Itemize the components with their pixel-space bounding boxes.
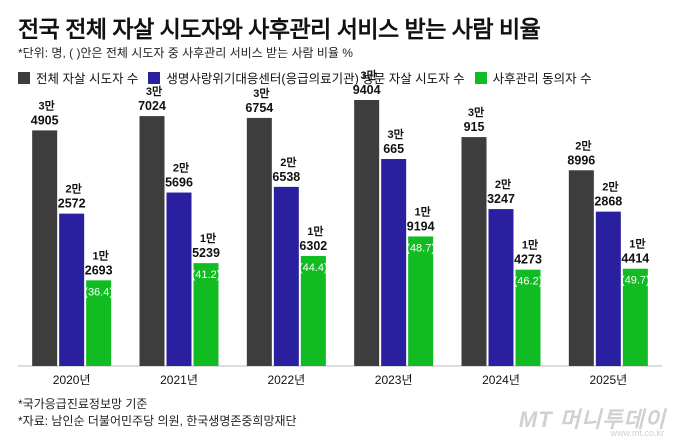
data-label-unit-1-0: 2만 (66, 182, 82, 196)
legend-swatch-total (18, 71, 30, 84)
data-label-percent-5: (49.7) (621, 275, 650, 287)
data-label-value-0-5: 8996 (567, 153, 595, 167)
data-label-percent-3: (48.7) (406, 242, 435, 254)
bar-2-2 (300, 255, 326, 366)
data-label-value-1-2: 6538 (272, 170, 300, 184)
watermark-logo: MT 머니투데이 (518, 407, 666, 432)
x-tick-label-5: 2025년 (589, 373, 627, 387)
bar-2-1 (193, 263, 219, 366)
bar-2-3 (408, 236, 434, 366)
data-label-unit-2-3: 1만 (415, 204, 431, 218)
data-label-unit-1-3: 3만 (388, 127, 404, 141)
x-tick-label-4: 2024년 (482, 373, 520, 387)
legend-label-center: 생명사랑위기대응센터(응급의료기관) 방문 자살 시도자 수 (166, 72, 465, 86)
data-label-value-1-5: 2868 (594, 195, 622, 209)
legend-label-total: 전체 자살 시도자 수 (36, 72, 139, 86)
data-label-value-2-2: 6302 (299, 239, 327, 253)
footnote-source: *자료: 남인순 더불어민주당 의원, 한국생명존중희망재단 (18, 414, 297, 428)
bar-1-2 (273, 186, 299, 366)
data-label-value-0-4: 915 (464, 120, 485, 134)
data-label-value-2-1: 5239 (192, 246, 220, 260)
bar-0-2 (246, 117, 272, 367)
x-tick-label-1: 2021년 (160, 373, 198, 387)
data-label-unit-2-5: 1만 (629, 237, 645, 251)
data-label-unit-1-5: 2만 (602, 180, 618, 194)
data-label-value-0-0: 4905 (31, 113, 59, 127)
data-label-unit-1-2: 2만 (280, 155, 296, 169)
data-label-unit-2-4: 1만 (522, 238, 538, 252)
chart-legend: 전체 자살 시도자 수 생명사랑위기대응센터(응급의료기관) 방문 자살 시도자… (18, 68, 602, 87)
data-label-unit-0-4: 3만 (468, 105, 484, 119)
data-label-unit-2-2: 1만 (307, 224, 323, 238)
data-label-unit-1-4: 2만 (495, 177, 511, 191)
data-label-unit-0-1: 3만 (146, 84, 162, 98)
bar-2-5 (622, 268, 648, 366)
data-label-value-2-5: 4414 (621, 252, 649, 266)
data-label-value-1-0: 2572 (58, 197, 86, 211)
bar-0-3 (354, 100, 380, 366)
bar-0-5 (568, 170, 594, 366)
legend-item-total: 전체 자살 시도자 수 (18, 68, 138, 87)
data-label-unit-0-2: 3만 (253, 86, 269, 100)
bar-0-4 (461, 137, 487, 366)
data-label-percent-1: (41.2) (192, 269, 221, 281)
data-label-value-0-1: 7024 (138, 99, 166, 113)
data-label-unit-0-3: 3만 (361, 68, 377, 82)
legend-swatch-managed (474, 71, 487, 84)
legend-swatch-center (148, 71, 161, 84)
page-title: 전국 전체 자살 시도자와 사후관리 서비스 받는 사람 비율 (18, 16, 541, 42)
data-label-unit-0-5: 2만 (575, 138, 591, 152)
bar-0-0 (32, 130, 58, 366)
data-label-value-1-4: 3247 (487, 192, 515, 206)
data-label-unit-1-1: 2만 (173, 161, 189, 175)
bar-1-5 (595, 211, 621, 366)
chart-subtitle: *단위: 명, ( )안은 전체 시도자 중 사후관리 서비스 받는 사람 비율… (18, 46, 353, 60)
footnote-basis: *국가응급진료정보망 기준 (18, 397, 148, 411)
bar-1-3 (381, 159, 407, 366)
bar-1-4 (488, 209, 514, 366)
data-label-value-0-3: 9404 (353, 83, 381, 97)
x-tick-label-3: 2023년 (375, 373, 413, 387)
data-label-percent-2: (44.4) (299, 262, 328, 274)
data-label-unit-0-0: 3만 (39, 98, 55, 112)
data-label-percent-0: (36.4) (84, 286, 113, 298)
x-tick-label-0: 2020년 (53, 373, 91, 387)
data-label-value-1-1: 5696 (165, 176, 193, 190)
data-label-value-2-3: 9194 (407, 219, 435, 233)
data-label-unit-2-0: 1만 (93, 248, 109, 262)
bar-1-0 (59, 213, 85, 366)
bar-0-1 (139, 116, 165, 366)
legend-item-center: 생명사랑위기대응센터(응급의료기관) 방문 자살 시도자 수 (148, 68, 465, 87)
data-label-unit-2-1: 1만 (200, 231, 216, 245)
x-tick-label-2: 2022년 (267, 373, 305, 387)
watermark-url: www.mt.co.kr (610, 428, 664, 438)
data-label-value-2-4: 4273 (514, 253, 542, 267)
bar-1-1 (166, 192, 192, 366)
legend-item-managed: 사후관리 동의자 수 (474, 68, 592, 87)
data-label-value-2-0: 2693 (85, 263, 113, 277)
data-label-value-0-2: 6754 (245, 101, 273, 115)
legend-label-managed: 사후관리 동의자 수 (492, 72, 592, 86)
bar-2-0 (86, 280, 112, 366)
bar-2-4 (515, 269, 541, 366)
data-label-value-1-3: 665 (383, 142, 404, 156)
data-label-percent-4: (46.2) (514, 276, 543, 288)
